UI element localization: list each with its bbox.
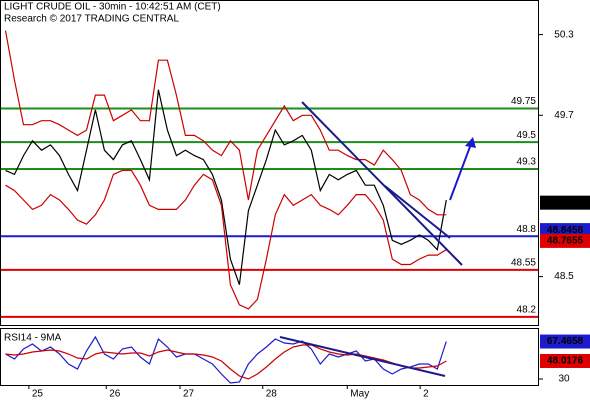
series-line (5, 89, 447, 285)
level-label: 49.75 (511, 96, 536, 107)
price-marker-label: 48.0176 (547, 356, 584, 367)
y-tick-label: 49.7 (554, 110, 574, 121)
chart-title: LIGHT CRUDE OIL - 30min - 10:42:51 AM (C… (4, 2, 221, 13)
rsi-trend-line (279, 336, 446, 377)
level-label: 48.2 (517, 305, 537, 316)
plot-area (1, 30, 538, 318)
price-marker-label: 48.7655 (547, 236, 584, 247)
price-marker (540, 353, 590, 368)
y-tick-label: 48.5 (554, 271, 574, 282)
y-tick-label: 30 (558, 374, 570, 385)
x-tick-label: 25 (32, 389, 44, 400)
price-marker (540, 334, 590, 349)
series-line (4, 30, 447, 216)
price-marker-label: 67.4658 (547, 336, 584, 347)
series-line (5, 344, 447, 380)
level-label: 48.55 (511, 258, 536, 269)
level-label: 49.5 (517, 130, 537, 141)
x-tick-label: 28 (266, 389, 278, 400)
forecast-arrow-head (465, 137, 476, 148)
price-marker (540, 223, 590, 238)
level-label: 48.8 (517, 224, 537, 235)
x-tick-label: 26 (109, 389, 121, 400)
trend-line (301, 101, 463, 266)
annotations (279, 101, 476, 377)
trend-line (384, 185, 451, 239)
x-tick-label: May (350, 389, 369, 400)
price-marker (540, 195, 590, 210)
series-line (5, 169, 447, 310)
x-tick-label: 2 (423, 389, 429, 400)
price-marker-label: 49.05 (552, 197, 577, 208)
rsi-title: RSI14 - 9MA (4, 333, 62, 344)
y-tick-label: 50.3 (554, 29, 574, 40)
level-label: 49.3 (517, 157, 537, 168)
forecast-arrow (449, 143, 472, 201)
chart-subtitle: Research © 2017 TRADING CENTRAL (4, 14, 179, 25)
price-marker-label: 48.8458 (547, 225, 584, 236)
price-marker (540, 233, 590, 248)
x-tick-label: 27 (183, 389, 195, 400)
main-panel-frame (0, 0, 539, 326)
rsi-panel-frame (0, 328, 539, 386)
